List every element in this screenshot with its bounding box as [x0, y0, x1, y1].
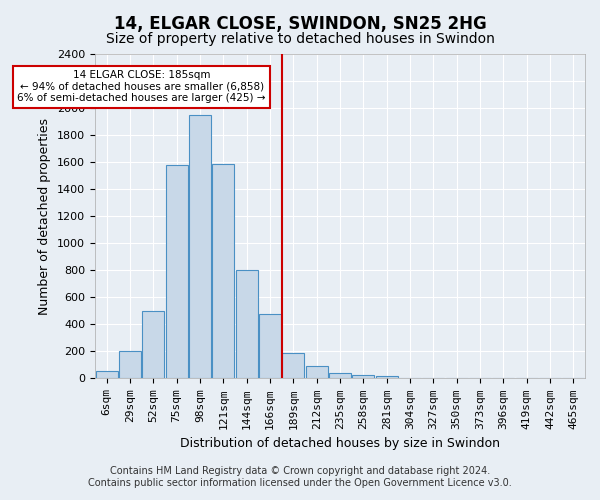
Bar	[305, 366, 328, 378]
Bar	[189, 115, 211, 378]
Text: 14 ELGAR CLOSE: 185sqm
← 94% of detached houses are smaller (6,858)
6% of semi-d: 14 ELGAR CLOSE: 185sqm ← 94% of detached…	[17, 70, 266, 103]
Y-axis label: Number of detached properties: Number of detached properties	[38, 118, 52, 314]
Bar	[212, 164, 235, 378]
Text: Contains HM Land Registry data © Crown copyright and database right 2024.
Contai: Contains HM Land Registry data © Crown c…	[88, 466, 512, 487]
Bar	[282, 353, 304, 378]
Bar	[166, 165, 188, 378]
Bar	[376, 376, 398, 378]
Bar	[236, 270, 258, 378]
Bar	[95, 371, 118, 378]
X-axis label: Distribution of detached houses by size in Swindon: Distribution of detached houses by size …	[180, 437, 500, 450]
Bar	[329, 373, 351, 378]
Bar	[352, 374, 374, 378]
Bar	[259, 314, 281, 378]
Text: 14, ELGAR CLOSE, SWINDON, SN25 2HG: 14, ELGAR CLOSE, SWINDON, SN25 2HG	[113, 15, 487, 33]
Bar	[142, 311, 164, 378]
Bar	[119, 352, 141, 378]
Text: Size of property relative to detached houses in Swindon: Size of property relative to detached ho…	[106, 32, 494, 46]
